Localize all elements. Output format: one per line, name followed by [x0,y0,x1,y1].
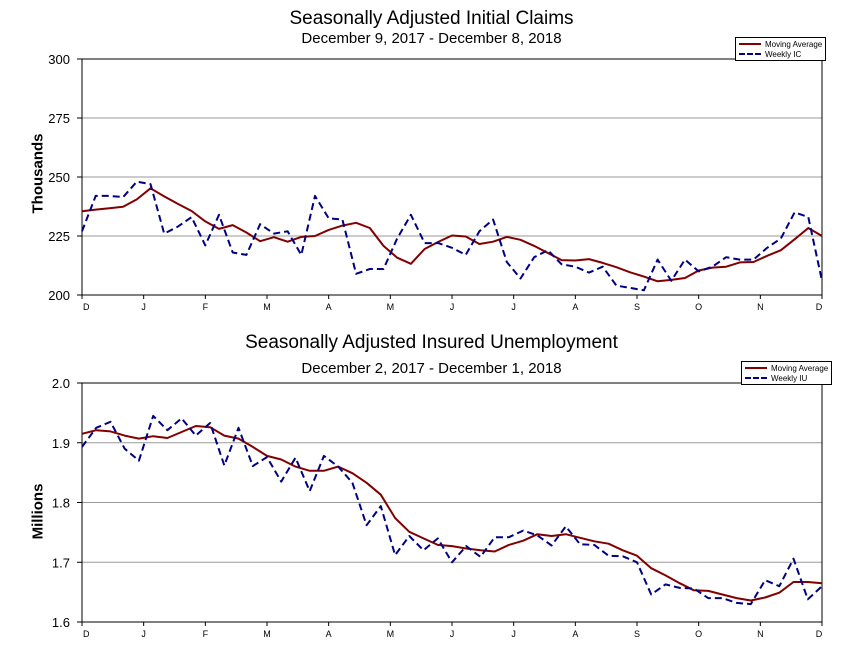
x-tick-label: D [816,302,823,312]
insured-unemployment-chart: Seasonally Adjusted Insured Unemployment… [0,328,863,658]
x-tick-label: A [572,302,578,312]
x-tick-label: J [450,629,455,639]
x-tick-label: J [141,302,146,312]
legend: Moving Average Weekly IU [741,361,833,385]
y-tick-label: 225 [48,229,70,244]
y-tick-label: 275 [48,111,70,126]
initial-claims-plot: 200 225 250 275 300 D J F M A M J J A S O N D [48,52,823,312]
x-tick-label: O [695,629,702,639]
x-tick-label: D [816,629,823,639]
x-tick-label: A [326,302,332,312]
x-tick-label: A [326,629,332,639]
x-tick-label: N [757,302,764,312]
x-tick-label: J [511,302,516,312]
x-tick-label: J [450,302,455,312]
x-tick-label: J [141,629,146,639]
x-tick-label: D [83,629,90,639]
initial-claims-chart: Seasonally Adjusted Initial Claims Decem… [0,0,863,320]
y-tick-label: 200 [48,288,70,303]
x-tick-label: O [695,302,702,312]
weekly-series-line [81,414,823,606]
x-tick-label: S [634,629,640,639]
chart-title: Seasonally Adjusted Initial Claims [289,8,574,29]
moving-average-line [81,425,823,602]
y-tick-label: 300 [48,52,70,67]
weekly-series-line [81,180,823,292]
x-tick-label: M [263,302,271,312]
x-tick-label: A [572,629,578,639]
x-tick-label: J [511,629,516,639]
x-tick-label: M [387,629,395,639]
legend-label: Moving Average [771,363,829,373]
legend-label: Moving Average [765,39,823,49]
x-tick-label: M [387,302,395,312]
y-tick-label: 250 [48,170,70,185]
x-tick-label: M [263,629,271,639]
x-tick-label: F [203,302,209,312]
legend: Moving Average Weekly IC [735,37,827,61]
x-tick-label: S [634,302,640,312]
x-tick-label: F [203,629,209,639]
insured-unemployment-plot: 1.6 1.7 1.8 1.9 2.0 D J F M A M J J A S O N D [52,376,823,639]
chart-subtitle: December 9, 2017 - December 8, 2018 [301,30,562,47]
chart-subtitle: December 2, 2017 - December 1, 2018 [301,360,562,377]
legend-label: Weekly IU [771,373,808,383]
y-tick-label: 1.7 [52,555,70,570]
y-tick-label: 1.9 [52,436,70,451]
x-tick-label: D [83,302,90,312]
chart-title: Seasonally Adjusted Insured Unemployment [245,332,618,353]
x-tick-label: N [757,629,764,639]
moving-average-line [81,187,823,283]
y-tick-label: 1.8 [52,496,70,511]
y-tick-label: 1.6 [52,615,70,630]
legend-label: Weekly IC [765,49,802,59]
y-tick-label: 2.0 [52,376,70,391]
